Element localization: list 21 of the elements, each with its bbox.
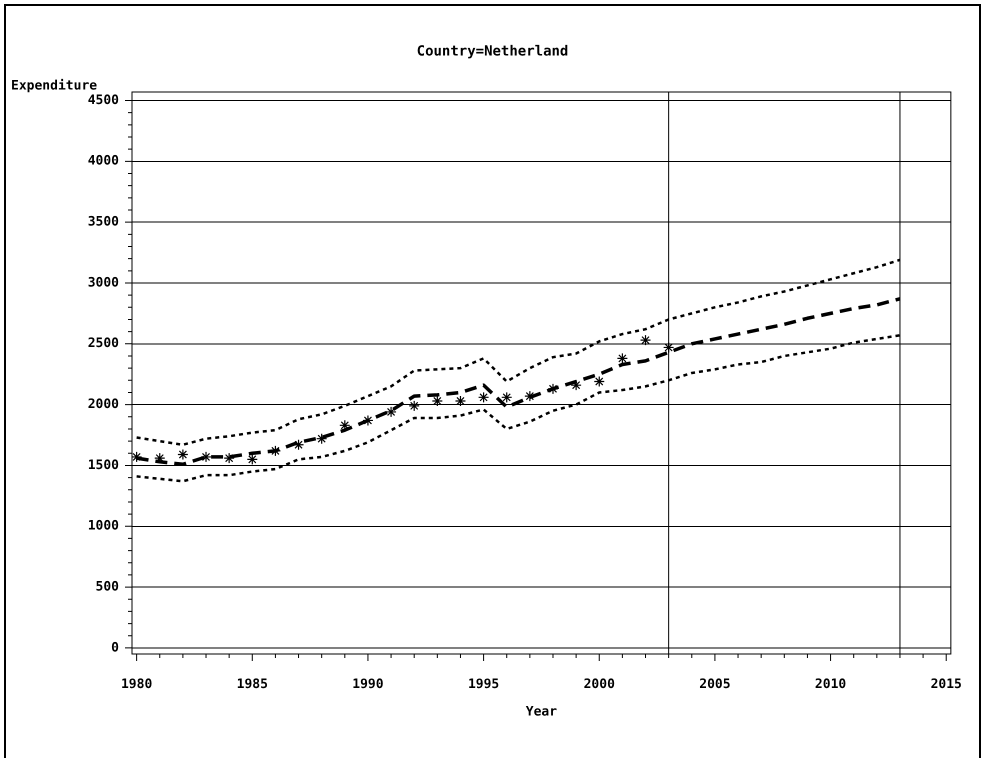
x-tick-label: 1980 [120, 677, 152, 692]
chart-title: Country=Netherland [416, 44, 568, 60]
y-tick-label: 4000 [88, 154, 120, 169]
x-tick-label: 2000 [584, 677, 616, 692]
x-tick-label: 2015 [930, 677, 962, 692]
y-tick-label: 3500 [88, 214, 120, 230]
y-axis-title: Expenditure [11, 78, 98, 94]
y-tick-label: 0 [111, 640, 120, 656]
x-tick-label: 1995 [468, 677, 500, 692]
x-tick-label: 2005 [699, 677, 731, 692]
x-tick-label: 1985 [236, 677, 268, 692]
x-tick-label: 1990 [352, 677, 384, 692]
y-tick-label: 4500 [88, 92, 120, 108]
y-tick-label: 1500 [88, 458, 120, 473]
x-tick-label: 2010 [814, 677, 846, 692]
y-tick-label: 1000 [88, 518, 120, 534]
y-tick-label: 3000 [88, 275, 120, 290]
y-tick-label: 2000 [88, 397, 120, 412]
y-tick-label: 500 [96, 579, 120, 594]
y-tick-label: 2500 [88, 336, 120, 352]
x-axis-title: Year [526, 704, 558, 720]
